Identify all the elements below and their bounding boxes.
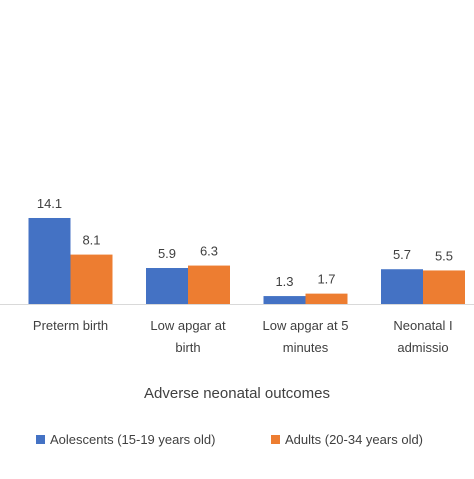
legend-label-adults: Adults (20-34 years old): [285, 432, 424, 447]
data-label-adolescents-4: 5.7: [393, 247, 411, 262]
legend-item-adults: Adults (20-34 years old): [271, 432, 423, 447]
bar-adolescents-1: [28, 217, 71, 304]
data-label-adolescents-3: 1.3: [275, 274, 293, 289]
x-axis-title: Adverse neonatal outcomes: [144, 385, 330, 402]
category-label-4-line-0: Neonatal I: [393, 318, 452, 333]
legend-label-adolescents: Aolescents (15-19 years old): [50, 432, 216, 447]
data-label-adolescents-1: 14.1: [37, 196, 62, 211]
bar-adults-1: [70, 254, 113, 304]
legend: Aolescents (15-19 years old) Adults (20-…: [0, 432, 474, 456]
bar-adolescents-2: [146, 268, 188, 304]
category-label-4-line-1: admissio: [397, 340, 448, 355]
bar-adults-3: [305, 293, 348, 304]
legend-item-adolescents: Aolescents (15-19 years old): [36, 432, 215, 447]
data-label-adults-1: 8.1: [82, 233, 100, 248]
data-label-adolescents-2: 5.9: [158, 246, 176, 261]
category-label-3-line-1: minutes: [283, 340, 329, 355]
bar-adolescents-3: [263, 296, 306, 304]
category-label-2-line-1: birth: [175, 340, 200, 355]
legend-swatch-adults: [271, 435, 280, 444]
data-label-adults-3: 1.7: [317, 272, 335, 287]
bar-adolescents-4: [381, 269, 423, 304]
legend-swatch-adolescents: [36, 435, 45, 444]
bar-adults-4: [423, 270, 465, 304]
data-label-adults-2: 6.3: [200, 244, 218, 259]
bar-adults-2: [188, 265, 230, 304]
data-label-adults-4: 5.5: [435, 248, 453, 263]
category-label-2-line-0: Low apgar at: [150, 318, 226, 333]
category-label-3-line-0: Low apgar at 5: [262, 318, 348, 333]
category-label-1-line-0: Preterm birth: [33, 318, 108, 333]
